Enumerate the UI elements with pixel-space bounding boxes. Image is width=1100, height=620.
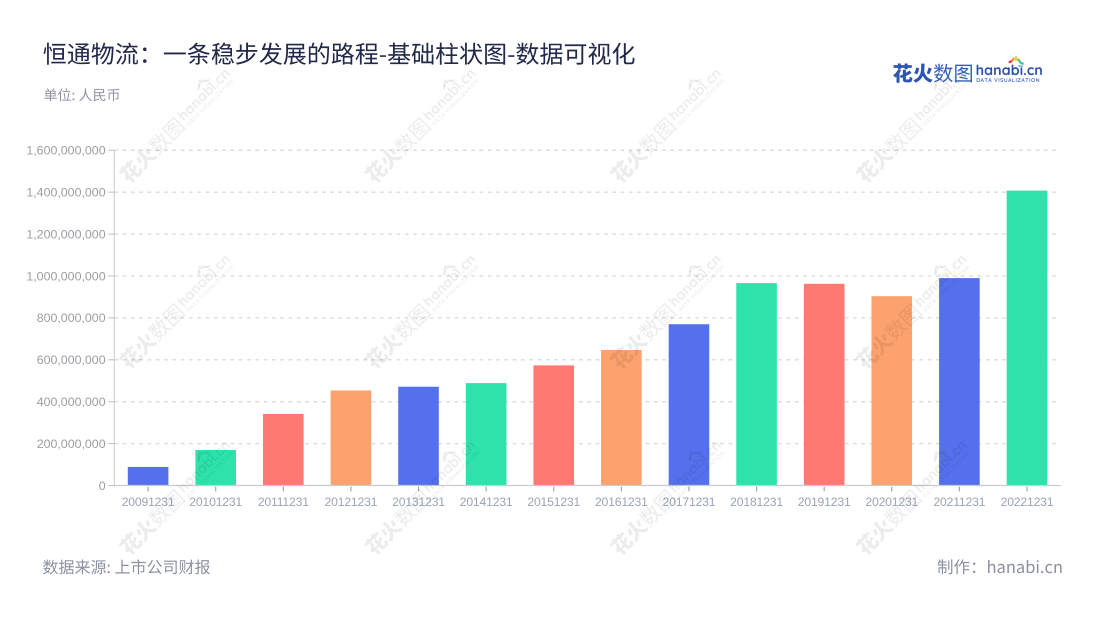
svg-text:20211231: 20211231 [933, 495, 985, 509]
svg-text:400,000,000: 400,000,000 [37, 395, 106, 409]
svg-text:1,600,000,000: 1,600,000,000 [26, 144, 105, 158]
svg-text:20221231: 20221231 [1001, 495, 1054, 509]
svg-text:20191231: 20191231 [798, 495, 851, 509]
svg-text:20101231: 20101231 [189, 495, 242, 509]
svg-text:20111231: 20111231 [258, 495, 309, 509]
svg-text:20141231: 20141231 [460, 495, 513, 509]
svg-text:20121231: 20121231 [325, 495, 378, 509]
svg-text:0: 0 [99, 479, 106, 493]
svg-text:1,400,000,000: 1,400,000,000 [26, 186, 105, 200]
svg-text:20171231: 20171231 [663, 495, 716, 509]
svg-text:1,200,000,000: 1,200,000,000 [26, 227, 105, 241]
svg-text:600,000,000: 600,000,000 [37, 353, 106, 367]
svg-text:20161231: 20161231 [595, 495, 648, 509]
svg-text:20151231: 20151231 [527, 495, 580, 509]
svg-text:1,000,000,000: 1,000,000,000 [26, 269, 105, 283]
svg-text:200,000,000: 200,000,000 [37, 437, 106, 451]
svg-text:800,000,000: 800,000,000 [37, 311, 106, 325]
svg-text:20131231: 20131231 [392, 495, 445, 509]
svg-text:20181231: 20181231 [730, 495, 783, 509]
